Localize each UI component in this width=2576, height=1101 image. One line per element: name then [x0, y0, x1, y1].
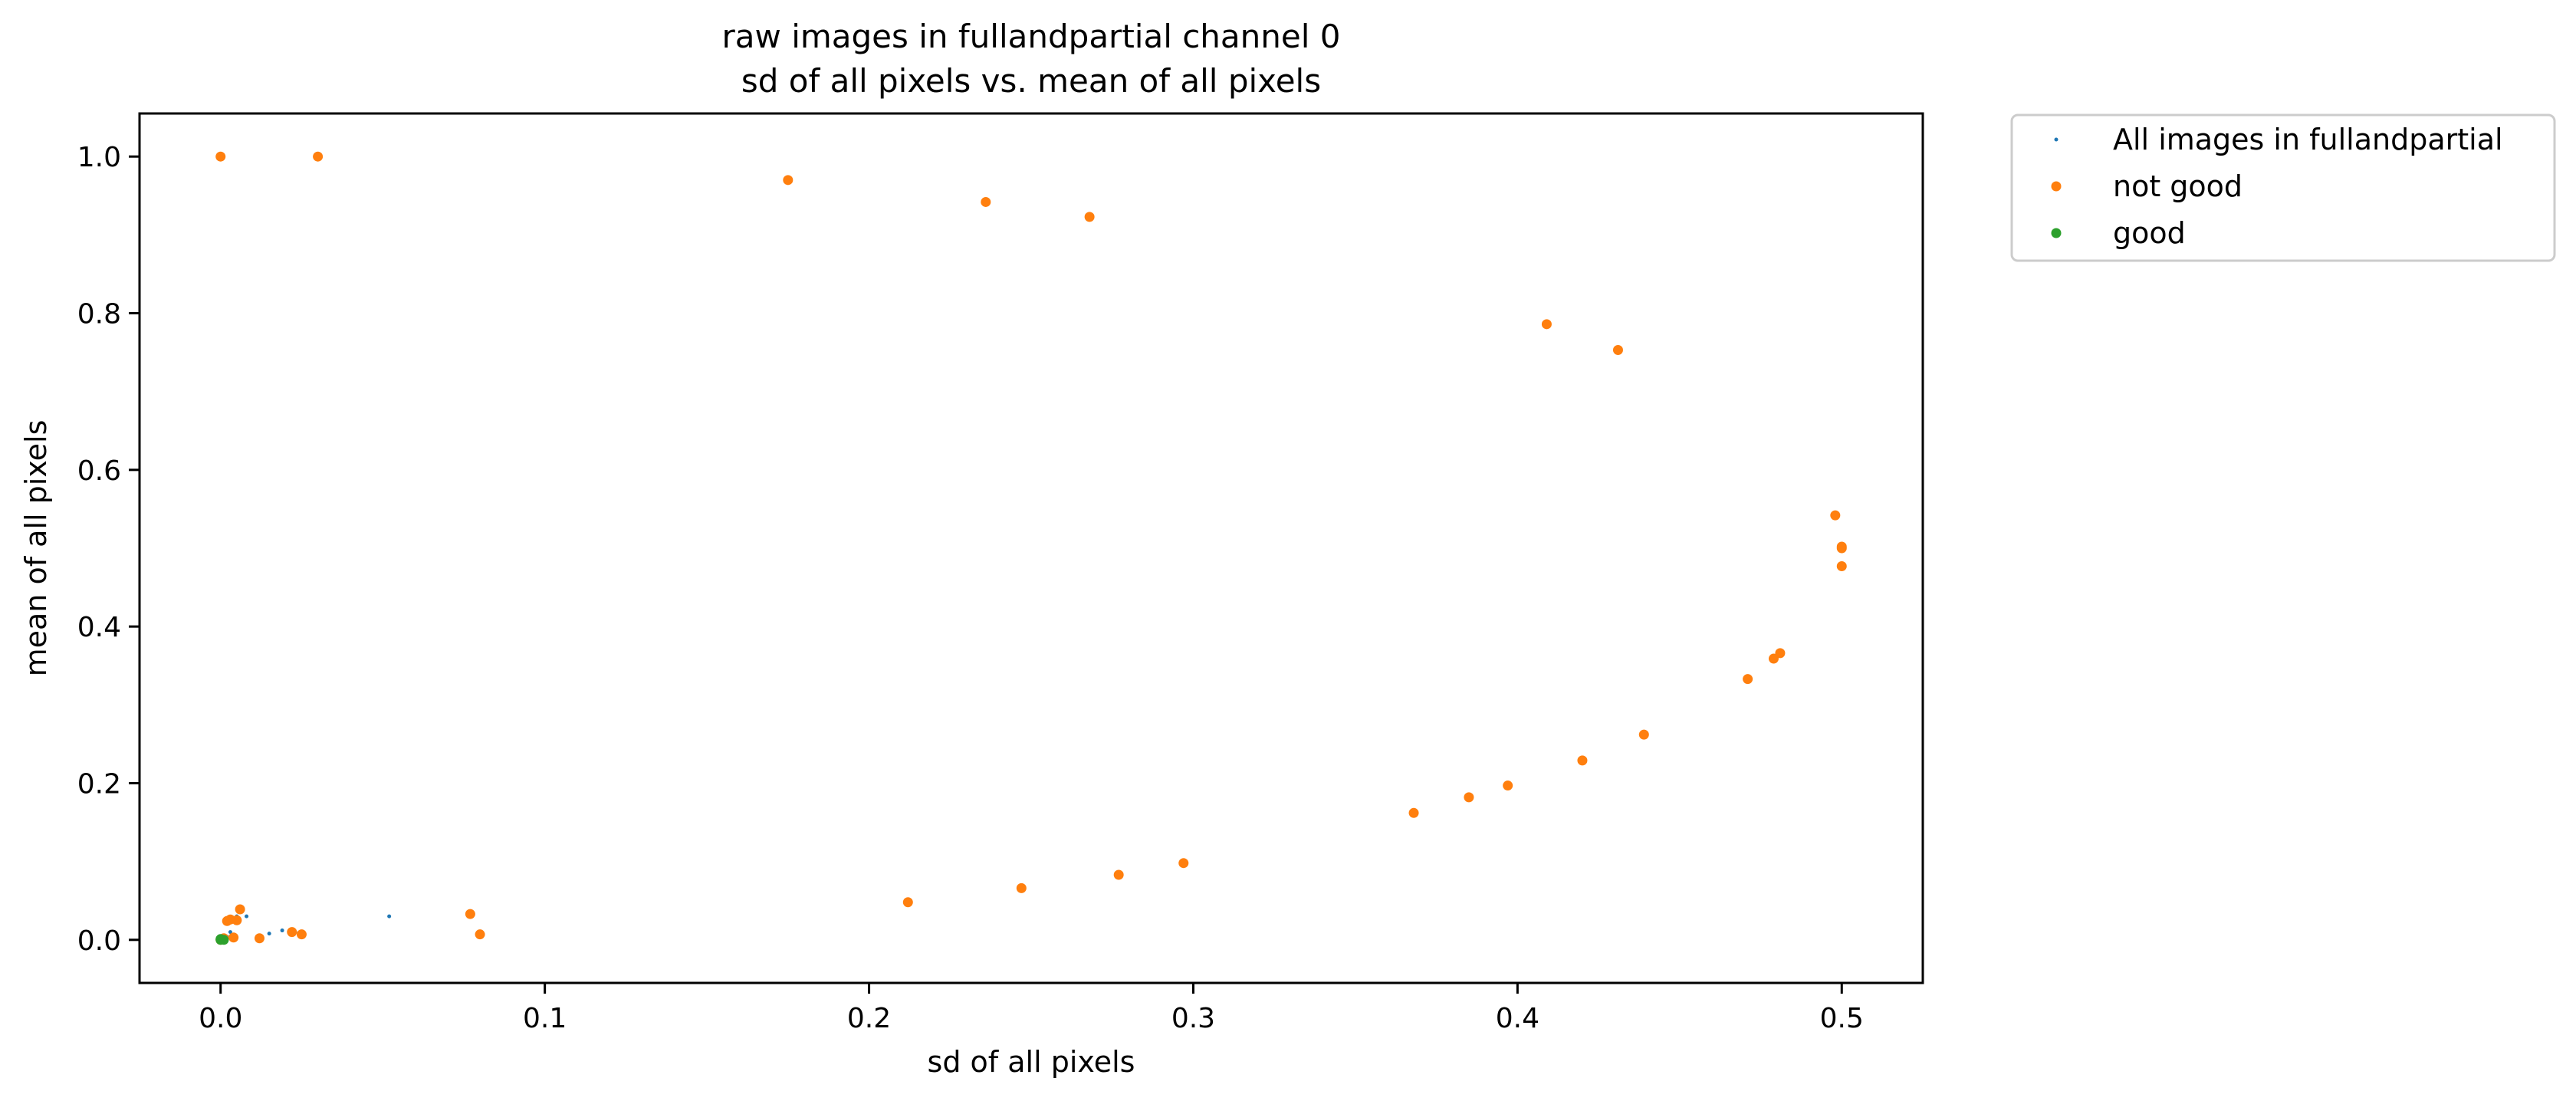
y-tick-label: 0.2 [77, 768, 121, 800]
data-point [1541, 319, 1552, 330]
data-point [267, 932, 271, 936]
y-tick-label: 0.0 [77, 925, 121, 957]
data-point [1016, 882, 1027, 893]
legend: All images in fullandpartial not good good [2010, 113, 2556, 262]
data-point [475, 929, 485, 940]
data-point [1612, 345, 1623, 356]
legend-entry: good [2113, 216, 2186, 250]
data-point [387, 914, 392, 919]
axes-layer: 0.0 0.1 0.2 0.3 0.4 0.5 0.0 0.2 0.4 0.6 0.8 1.0 [77, 142, 1864, 1034]
data-point [1113, 869, 1124, 880]
data-point [902, 897, 913, 908]
x-tick-label: 0.0 [199, 1003, 242, 1034]
y-axis-label: mean of all pixels [19, 420, 53, 677]
data-point [783, 175, 794, 186]
x-tick-label: 0.1 [523, 1003, 567, 1034]
chart-title-line-1: raw images in fullandpartial channel 0 [722, 18, 1341, 55]
data-point [1464, 792, 1474, 803]
legend-frame [2010, 113, 2556, 262]
data-point [465, 909, 475, 919]
points-layer [215, 151, 1847, 945]
x-tick-label: 0.3 [1171, 1003, 1215, 1034]
data-point [1084, 212, 1095, 222]
y-tick-label: 0.6 [77, 455, 121, 487]
data-point [219, 935, 229, 945]
data-point [254, 933, 264, 944]
data-point [1743, 674, 1753, 685]
legend-marker [2051, 181, 2062, 192]
data-point [222, 915, 232, 926]
data-point [1768, 653, 1779, 664]
data-point [1638, 729, 1649, 740]
y-tick-label: 0.8 [77, 299, 121, 330]
x-tick-label: 0.5 [1820, 1003, 1864, 1034]
y-tick-label: 1.0 [77, 142, 121, 173]
data-point [1503, 781, 1513, 791]
data-point [1836, 560, 1847, 571]
data-point [296, 929, 307, 940]
y-tick-label: 0.4 [77, 612, 121, 643]
data-point [215, 151, 226, 162]
data-point [280, 928, 284, 933]
data-point [245, 914, 249, 919]
data-point [1408, 807, 1419, 818]
legend-entry: All images in fullandpartial [2113, 123, 2503, 156]
data-point [232, 915, 242, 925]
legend-entry: not good [2113, 169, 2242, 203]
data-point [1577, 755, 1588, 766]
x-tick-label: 0.4 [1496, 1003, 1539, 1034]
plot-frame [138, 112, 1924, 984]
data-point [1830, 510, 1841, 521]
x-tick-label: 0.2 [847, 1003, 891, 1034]
data-point [981, 196, 991, 207]
legend-marker [2054, 137, 2058, 142]
legend-marker [2051, 228, 2062, 238]
data-point [1775, 648, 1786, 659]
data-point [235, 904, 245, 915]
chart-title-line-2: sd of all pixels vs. mean of all pixels [741, 62, 1321, 100]
x-axis-label: sd of all pixels [928, 1045, 1135, 1079]
data-point [287, 927, 297, 938]
series-2 [215, 934, 229, 945]
data-point [228, 930, 232, 935]
data-point [1836, 543, 1847, 554]
data-point [1178, 858, 1189, 869]
data-point [313, 151, 324, 162]
series-1 [215, 151, 1847, 945]
data-point [228, 932, 239, 943]
